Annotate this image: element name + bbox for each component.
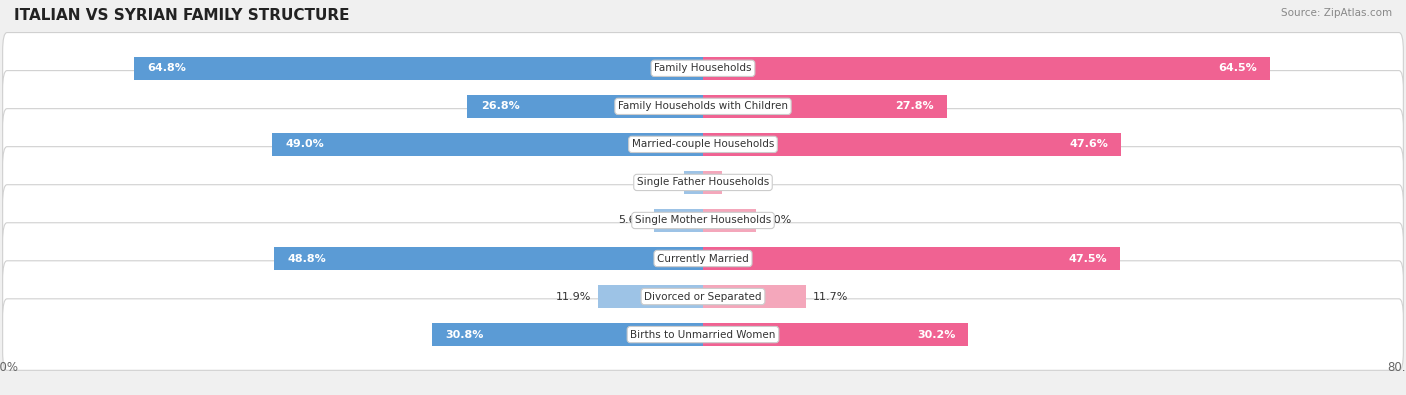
Text: 49.0%: 49.0% bbox=[285, 139, 325, 149]
Bar bbox=[703, 285, 806, 308]
FancyBboxPatch shape bbox=[3, 109, 1403, 180]
Text: 6.0%: 6.0% bbox=[762, 215, 792, 226]
Bar bbox=[703, 94, 948, 118]
Bar bbox=[703, 209, 756, 232]
Bar bbox=[683, 171, 703, 194]
Bar bbox=[599, 285, 703, 308]
Text: Married-couple Households: Married-couple Households bbox=[631, 139, 775, 149]
Text: Currently Married: Currently Married bbox=[657, 254, 749, 263]
Text: Single Mother Households: Single Mother Households bbox=[636, 215, 770, 226]
FancyBboxPatch shape bbox=[3, 147, 1403, 218]
Text: 30.8%: 30.8% bbox=[446, 329, 484, 340]
Bar bbox=[273, 133, 703, 156]
Text: 2.2%: 2.2% bbox=[648, 177, 676, 188]
FancyBboxPatch shape bbox=[3, 71, 1403, 142]
Bar bbox=[134, 56, 703, 80]
Text: 47.6%: 47.6% bbox=[1069, 139, 1108, 149]
Text: 64.5%: 64.5% bbox=[1218, 63, 1257, 73]
Bar bbox=[703, 247, 1121, 270]
Text: Family Households: Family Households bbox=[654, 63, 752, 73]
Text: Single Father Households: Single Father Households bbox=[637, 177, 769, 188]
Text: Births to Unmarried Women: Births to Unmarried Women bbox=[630, 329, 776, 340]
Bar bbox=[467, 94, 703, 118]
Text: 30.2%: 30.2% bbox=[917, 329, 955, 340]
Text: 26.8%: 26.8% bbox=[481, 102, 519, 111]
Text: 64.8%: 64.8% bbox=[146, 63, 186, 73]
FancyBboxPatch shape bbox=[3, 185, 1403, 256]
Bar bbox=[703, 133, 1122, 156]
Text: Family Households with Children: Family Households with Children bbox=[619, 102, 787, 111]
Text: 5.6%: 5.6% bbox=[619, 215, 647, 226]
FancyBboxPatch shape bbox=[3, 223, 1403, 294]
FancyBboxPatch shape bbox=[3, 32, 1403, 104]
FancyBboxPatch shape bbox=[3, 299, 1403, 371]
Bar bbox=[703, 171, 723, 194]
Text: 2.2%: 2.2% bbox=[730, 177, 758, 188]
Text: ITALIAN VS SYRIAN FAMILY STRUCTURE: ITALIAN VS SYRIAN FAMILY STRUCTURE bbox=[14, 8, 350, 23]
Text: 11.9%: 11.9% bbox=[555, 292, 592, 301]
Text: 48.8%: 48.8% bbox=[287, 254, 326, 263]
Bar bbox=[274, 247, 703, 270]
Bar bbox=[433, 323, 703, 346]
Text: 27.8%: 27.8% bbox=[896, 102, 934, 111]
Bar bbox=[703, 323, 969, 346]
Text: 47.5%: 47.5% bbox=[1069, 254, 1108, 263]
FancyBboxPatch shape bbox=[3, 261, 1403, 332]
Bar bbox=[654, 209, 703, 232]
Text: 11.7%: 11.7% bbox=[813, 292, 848, 301]
Text: Source: ZipAtlas.com: Source: ZipAtlas.com bbox=[1281, 8, 1392, 18]
Text: Divorced or Separated: Divorced or Separated bbox=[644, 292, 762, 301]
Bar bbox=[703, 56, 1270, 80]
